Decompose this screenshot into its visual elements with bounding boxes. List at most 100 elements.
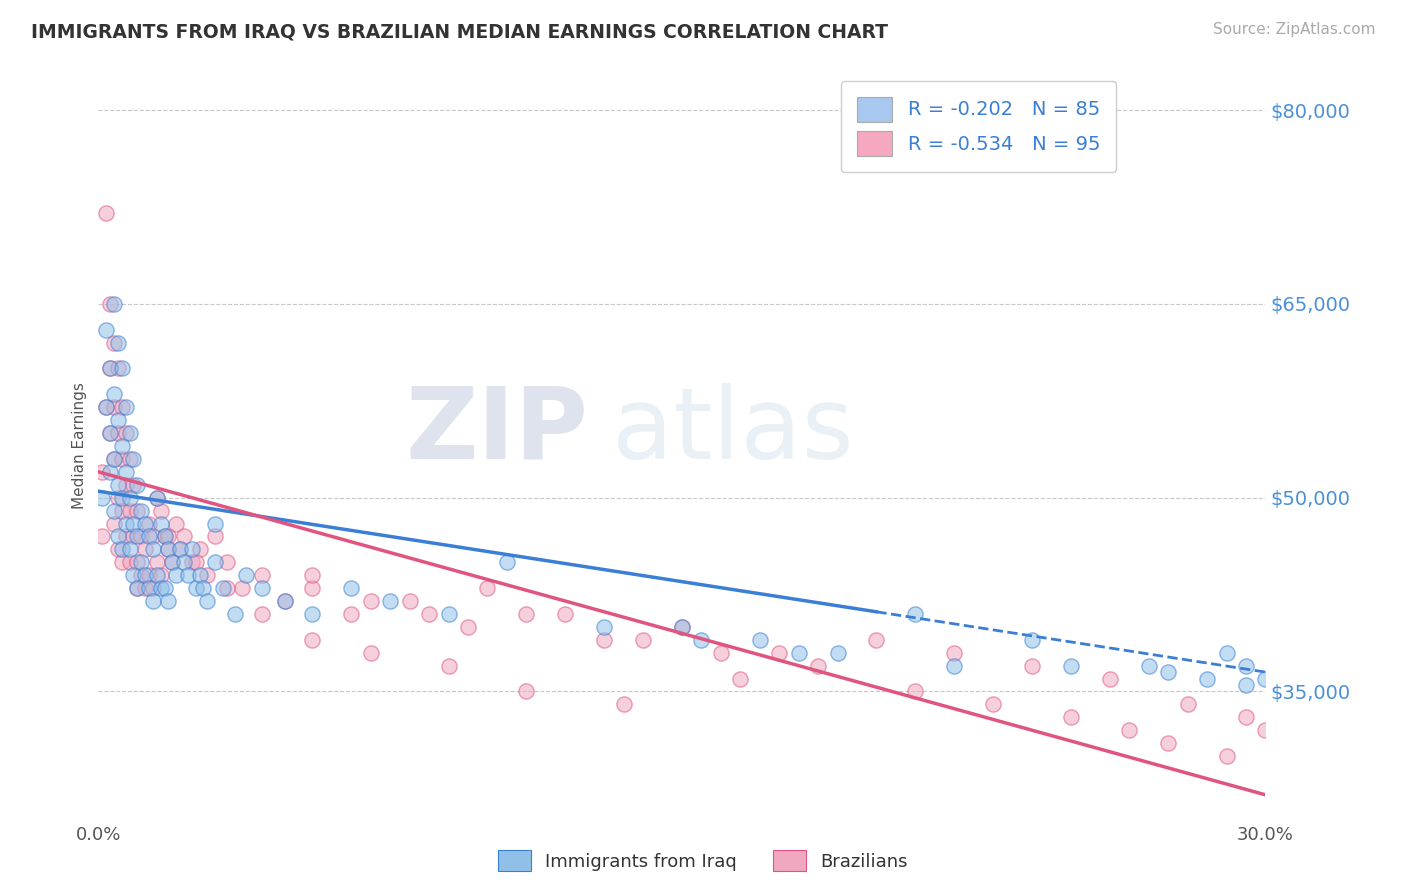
Point [91,529,114,543]
Point [127,529,149,543]
Point [146,568,169,582]
Point [111,401,134,415]
Point [107,361,129,376]
Point [162,555,184,569]
Point [111,361,134,376]
Point [671,620,693,634]
Point [235,568,257,582]
Point [904,607,927,621]
Point [1195,672,1218,686]
Point [1254,672,1277,686]
Point [981,698,1004,712]
Point [162,555,184,569]
Point [212,581,235,595]
Point [340,581,363,595]
Point [477,581,499,595]
Point [250,581,273,595]
Point [180,542,202,557]
Point [1254,723,1277,738]
Point [554,607,576,621]
Point [149,568,172,582]
Legend: R = -0.202   N = 85, R = -0.534   N = 95: R = -0.202 N = 85, R = -0.534 N = 95 [841,81,1115,172]
Point [904,684,927,698]
Point [129,568,152,582]
Text: IMMIGRANTS FROM IRAQ VS BRAZILIAN MEDIAN EARNINGS CORRELATION CHART: IMMIGRANTS FROM IRAQ VS BRAZILIAN MEDIAN… [31,22,889,41]
Point [184,555,207,569]
Point [134,542,156,557]
Point [173,529,195,543]
Point [118,542,141,557]
Point [129,529,152,543]
Point [134,581,156,595]
Point [157,529,180,543]
Point [114,529,136,543]
Point [91,491,114,505]
Point [138,516,160,531]
Point [169,542,191,557]
Point [138,529,160,543]
Point [204,555,226,569]
Point [98,361,121,376]
Point [153,529,176,543]
Point [107,426,129,441]
Point [180,555,202,569]
Point [142,529,165,543]
Point [1157,736,1180,750]
Point [301,632,323,647]
Point [149,503,172,517]
Point [631,632,654,647]
Point [943,658,966,673]
Point [437,658,460,673]
Point [103,387,125,401]
Point [360,646,382,660]
Point [457,620,479,634]
Point [127,581,149,595]
Point [127,477,149,491]
Point [153,581,176,595]
Point [118,426,141,441]
Point [103,451,125,466]
Point [730,672,752,686]
Point [98,465,121,479]
Point [107,335,129,350]
Point [865,632,887,647]
Point [593,632,616,647]
Point [301,568,323,582]
Point [134,516,156,531]
Point [114,465,136,479]
Point [122,451,145,466]
Point [1234,658,1257,673]
Point [398,594,420,608]
Point [107,413,129,427]
Point [122,516,145,531]
Point [146,555,169,569]
Point [129,555,152,569]
Point [114,477,136,491]
Point [274,594,297,608]
Point [710,646,733,660]
Point [111,542,134,557]
Point [1021,632,1043,647]
Point [418,607,440,621]
Point [122,568,145,582]
Point [1234,710,1257,724]
Point [127,581,149,595]
Point [173,555,195,569]
Point [103,297,125,311]
Point [195,568,218,582]
Point [107,477,129,491]
Point [613,698,636,712]
Point [91,465,114,479]
Point [98,426,121,441]
Point [380,594,402,608]
Point [274,594,297,608]
Point [340,607,363,621]
Point [496,555,519,569]
Point [360,594,382,608]
Point [134,568,156,582]
Point [184,581,207,595]
Point [149,516,172,531]
Point [96,401,118,415]
Point [690,632,713,647]
Point [122,529,145,543]
